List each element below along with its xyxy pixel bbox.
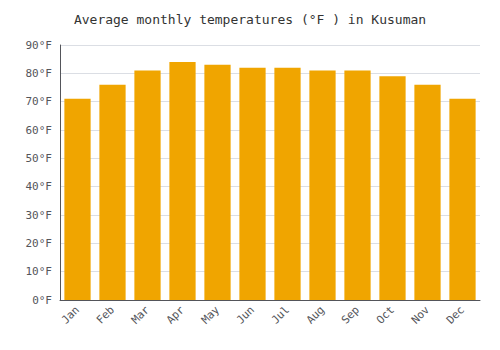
svg-text:60°F: 60°F xyxy=(26,124,53,137)
svg-text:50°F: 50°F xyxy=(26,152,53,165)
svg-text:90°F: 90°F xyxy=(26,39,53,52)
svg-text:0°F: 0°F xyxy=(32,294,52,307)
svg-text:30°F: 30°F xyxy=(26,209,53,222)
svg-text:Aug: Aug xyxy=(304,303,327,326)
svg-text:Jun: Jun xyxy=(234,303,257,326)
svg-text:Average monthly temperatures (: Average monthly temperatures (°F ) in Ku… xyxy=(74,12,426,27)
svg-text:40°F: 40°F xyxy=(26,180,53,193)
svg-text:70°F: 70°F xyxy=(26,95,53,108)
svg-text:Mar: Mar xyxy=(129,303,152,326)
svg-text:Jan: Jan xyxy=(59,303,82,326)
svg-text:10°F: 10°F xyxy=(26,265,53,278)
svg-text:Jul: Jul xyxy=(269,303,292,326)
svg-text:May: May xyxy=(199,303,222,326)
svg-text:80°F: 80°F xyxy=(26,67,53,80)
svg-text:Sep: Sep xyxy=(339,303,362,326)
svg-text:Apr: Apr xyxy=(164,303,187,326)
svg-text:20°F: 20°F xyxy=(26,237,53,250)
svg-text:Dec: Dec xyxy=(444,303,467,326)
svg-text:Oct: Oct xyxy=(374,303,397,326)
svg-text:Nov: Nov xyxy=(409,303,432,326)
svg-text:Feb: Feb xyxy=(94,303,117,326)
